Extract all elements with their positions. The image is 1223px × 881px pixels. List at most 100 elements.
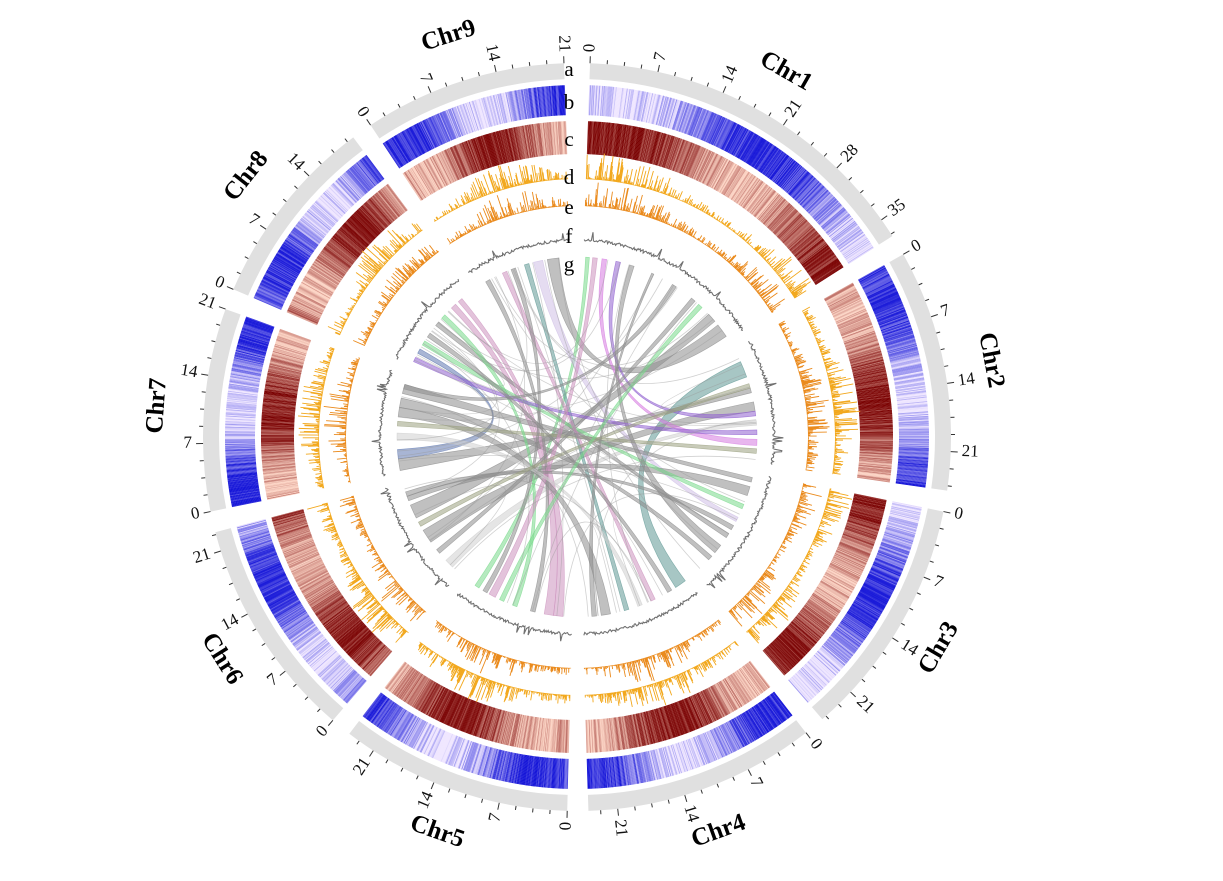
heatmap-b-bin <box>482 97 492 127</box>
heatmap-b-bin <box>240 332 270 343</box>
heatmap-b-bin <box>486 748 496 778</box>
heatmap-b-bin <box>877 552 906 564</box>
heatmap-b-bin <box>259 576 288 591</box>
heatmap-b-bin <box>559 85 562 116</box>
heatmap-b-bin <box>624 755 630 786</box>
heatmap-b-bin <box>838 231 864 251</box>
heatmap-b-bin <box>896 474 927 480</box>
heatmap-b-bin <box>699 734 713 763</box>
heatmap-c-bin <box>830 296 861 312</box>
heatmap-b-bin <box>611 87 617 117</box>
heatmap-b-bin <box>792 175 814 199</box>
heatmap-b-bin <box>295 630 321 650</box>
heatmap-b-bin <box>885 334 915 345</box>
tick-mark <box>881 215 888 221</box>
heatmap-b-bin <box>892 366 923 374</box>
heatmap-b-bin <box>848 247 874 265</box>
tick-mark <box>925 298 930 302</box>
heatmap-b-bin <box>343 678 365 702</box>
heatmap-b-bin <box>460 104 471 134</box>
heatmap-b-bin <box>338 674 360 697</box>
heatmap-b-bin <box>604 86 608 117</box>
heatmap-b-bin <box>360 158 380 184</box>
heatmap-b-bin <box>324 661 347 683</box>
heatmap-c-bin <box>843 329 875 342</box>
heatmap-b-bin <box>279 247 306 265</box>
tick-mark <box>684 794 688 802</box>
heatmap-b-bin <box>693 736 706 766</box>
heatmap-b-bin <box>535 87 540 118</box>
heatmap-b-bin <box>430 729 444 758</box>
heatmap-b-bin <box>410 126 426 154</box>
heatmap-b-bin <box>473 100 483 130</box>
heatmap-b-bin <box>881 322 911 333</box>
heatmap-b-bin <box>882 327 912 338</box>
heatmap-c-bin <box>751 187 773 215</box>
heatmap-c-bin <box>829 294 860 310</box>
heatmap-b-bin <box>284 239 311 258</box>
heatmap-b-bin <box>616 87 622 118</box>
heatmap-c-bin <box>589 121 593 155</box>
ideogram-chr1 <box>589 63 893 245</box>
heatmap-b-bin <box>889 514 919 523</box>
heatmap-b-bin <box>663 97 673 127</box>
heatmap-b-bin <box>241 533 271 544</box>
heatmap-b-bin <box>274 255 302 272</box>
heatmap-b-bin <box>792 175 813 198</box>
heatmap-b-bin <box>613 756 619 787</box>
heatmap-b-bin <box>233 357 264 365</box>
heatmap-b-bin <box>541 757 546 788</box>
heatmap-b-bin <box>530 87 536 118</box>
heatmap-b-bin <box>761 148 779 174</box>
heatmap-b-bin <box>327 188 350 210</box>
heatmap-c-bin <box>847 343 880 354</box>
heatmap-b-bin <box>641 752 649 782</box>
heatmap-b-bin <box>231 368 262 376</box>
heatmap-b-bin <box>886 524 916 534</box>
heatmap-b-bin <box>491 95 501 125</box>
heatmap-b-bin <box>437 732 451 761</box>
heatmap-b-bin <box>857 594 885 610</box>
heatmap-c-bin <box>791 230 818 253</box>
heatmap-b-bin <box>285 617 311 636</box>
heatmap-b-bin <box>838 231 864 250</box>
heatmap-b-bin <box>871 566 900 580</box>
tick-mark <box>211 534 217 537</box>
heatmap-b-bin <box>763 150 783 176</box>
heatmap-c-bin <box>841 326 874 339</box>
heatmap-c-bin <box>645 130 655 163</box>
heatmap-b-bin <box>238 338 268 348</box>
heatmap-b-bin <box>239 526 269 537</box>
heatmap-b-bin <box>645 92 653 123</box>
heatmap-c-bin <box>644 129 653 163</box>
heatmap-b-bin <box>611 756 617 787</box>
heatmap-b-bin <box>882 537 912 549</box>
heatmap-b-bin <box>311 648 336 670</box>
heatmap-b-bin <box>489 748 498 779</box>
heatmap-b-bin <box>444 110 457 139</box>
heatmap-c-bin <box>750 187 772 215</box>
heatmap-b-bin <box>742 713 759 740</box>
heatmap-b-bin <box>653 95 662 125</box>
heatmap-b-bin <box>836 626 862 646</box>
heatmap-c-bin <box>704 154 721 185</box>
heatmap-c-bin <box>620 124 627 158</box>
heatmap-b-bin <box>230 371 261 379</box>
heatmap-b-bin <box>718 121 734 149</box>
heatmap-c-bin <box>633 127 642 160</box>
histogram-d-bar <box>595 170 597 180</box>
heatmap-b-bin <box>635 753 642 784</box>
heatmap-b-bin <box>334 670 357 694</box>
heatmap-b-bin <box>483 97 493 127</box>
heatmap-c-bin <box>603 122 608 156</box>
heatmap-b-bin <box>775 159 795 184</box>
heatmap-b-bin <box>279 248 306 266</box>
heatmap-b-bin <box>236 519 267 529</box>
heatmap-b-bin <box>519 89 526 120</box>
heatmap-b-bin <box>818 204 842 225</box>
heatmap-b-bin <box>282 613 309 632</box>
heatmap-b-bin <box>595 758 598 789</box>
heatmap-b-bin <box>895 384 926 391</box>
heatmap-c-bin <box>680 142 694 175</box>
